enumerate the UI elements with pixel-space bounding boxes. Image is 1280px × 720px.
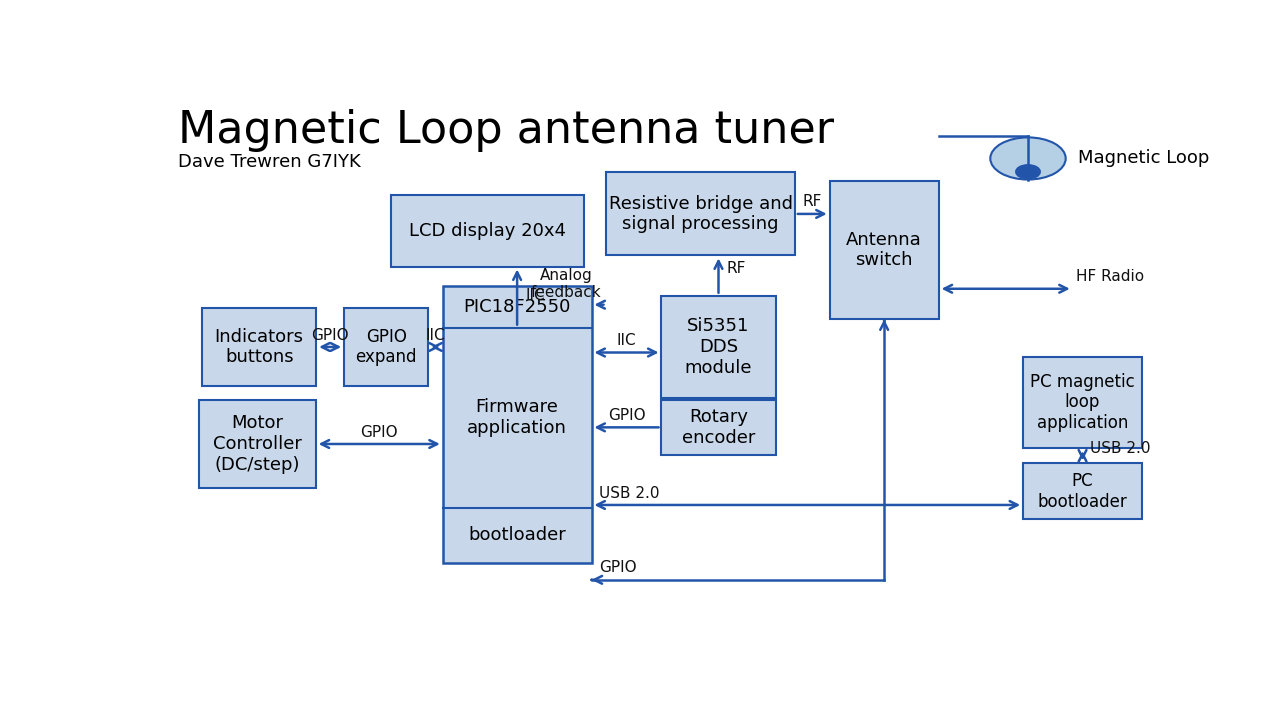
- FancyBboxPatch shape: [202, 308, 316, 386]
- FancyBboxPatch shape: [198, 400, 316, 488]
- FancyBboxPatch shape: [1023, 356, 1142, 448]
- Circle shape: [1016, 165, 1039, 179]
- FancyBboxPatch shape: [344, 308, 429, 386]
- Text: USB 2.0: USB 2.0: [599, 485, 660, 500]
- Text: USB 2.0: USB 2.0: [1091, 441, 1151, 456]
- Text: IIC: IIC: [617, 333, 636, 348]
- FancyBboxPatch shape: [662, 296, 776, 398]
- Circle shape: [991, 138, 1066, 179]
- Text: GPIO: GPIO: [311, 328, 349, 343]
- Text: GPIO: GPIO: [599, 560, 637, 575]
- FancyBboxPatch shape: [607, 172, 795, 256]
- Text: Rotary
encoder: Rotary encoder: [682, 408, 755, 446]
- Text: Magnetic Loop: Magnetic Loop: [1078, 150, 1210, 168]
- Text: Indicators
buttons: Indicators buttons: [215, 328, 303, 366]
- Text: Magnetic Loop antenna tuner: Magnetic Loop antenna tuner: [178, 109, 835, 152]
- Text: GPIO
expand: GPIO expand: [356, 328, 417, 366]
- Text: PC
bootloader: PC bootloader: [1038, 472, 1128, 510]
- Text: RF: RF: [727, 261, 746, 276]
- Text: LCD display 20x4: LCD display 20x4: [408, 222, 566, 240]
- Text: Si5351
DDS
module: Si5351 DDS module: [685, 318, 753, 377]
- Text: Antenna
switch: Antenna switch: [846, 230, 922, 269]
- FancyBboxPatch shape: [662, 400, 776, 455]
- Text: IIC: IIC: [525, 287, 545, 302]
- FancyBboxPatch shape: [829, 181, 938, 319]
- Text: HF Radio: HF Radio: [1075, 269, 1144, 284]
- FancyBboxPatch shape: [443, 286, 591, 563]
- Text: GPIO: GPIO: [608, 408, 645, 423]
- Text: Firmware
application: Firmware application: [467, 398, 567, 437]
- Text: bootloader: bootloader: [468, 526, 566, 544]
- Text: Resistive bridge and
signal processing: Resistive bridge and signal processing: [609, 194, 792, 233]
- Text: Dave Trewren G7IYK: Dave Trewren G7IYK: [178, 153, 361, 171]
- Text: PIC18F2550: PIC18F2550: [463, 298, 571, 316]
- Text: IIC: IIC: [426, 328, 445, 343]
- FancyBboxPatch shape: [390, 194, 584, 266]
- FancyBboxPatch shape: [1023, 464, 1142, 519]
- Text: RF: RF: [803, 194, 822, 210]
- Text: PC magnetic
loop
application: PC magnetic loop application: [1030, 373, 1135, 432]
- Text: GPIO: GPIO: [361, 425, 398, 439]
- Text: Motor
Controller
(DC/step): Motor Controller (DC/step): [212, 414, 302, 474]
- Text: Analog
feedback: Analog feedback: [531, 268, 602, 300]
